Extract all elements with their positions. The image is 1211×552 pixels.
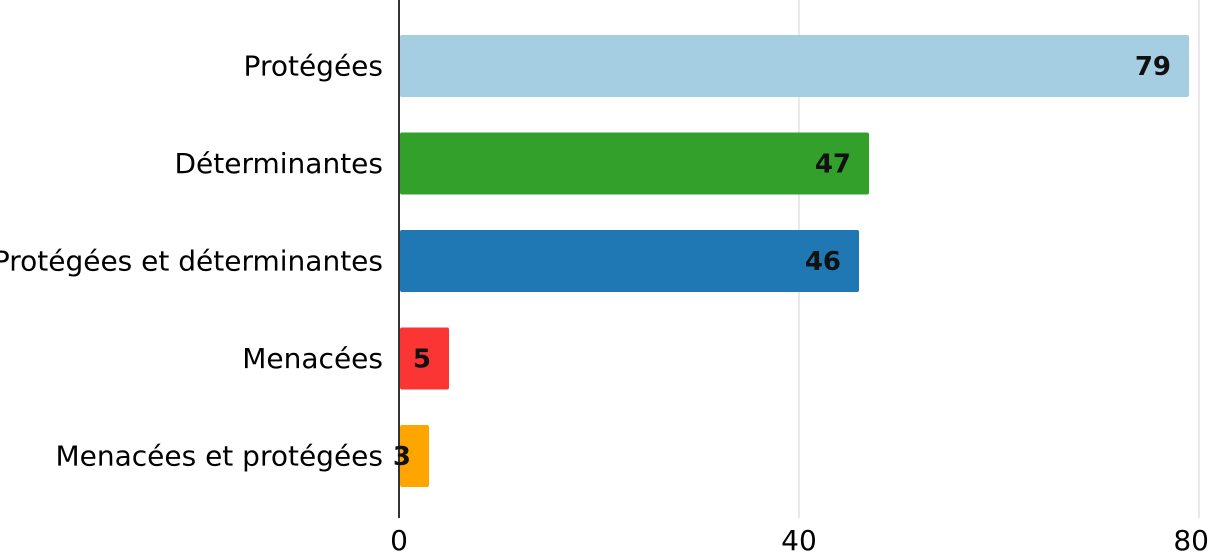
category-label: Menacées et protégées <box>55 440 383 473</box>
bar-3 <box>400 230 859 292</box>
bar-1 <box>400 35 1189 97</box>
x-tick-label: 80 <box>1173 524 1209 552</box>
category-label: Menacées <box>242 342 383 375</box>
bar-2 <box>400 132 869 195</box>
category-labels: Protégées Déterminantes Protégées et déter… <box>0 50 383 473</box>
value-label: 3 <box>393 442 411 472</box>
value-label: 46 <box>805 247 841 277</box>
category-label: Déterminantes <box>174 147 383 180</box>
category-label: Protégées <box>244 50 383 83</box>
x-tick-labels: 0 40 80 <box>390 524 1209 552</box>
bar-4 <box>400 327 449 390</box>
bars <box>400 35 1189 487</box>
value-label: 5 <box>413 345 431 375</box>
category-label: Protégées et déterminantes <box>0 245 383 278</box>
value-labels: 79 47 46 5 3 <box>393 52 1171 472</box>
x-tick-label: 40 <box>781 524 817 552</box>
value-label: 47 <box>815 150 851 180</box>
x-tick-label: 0 <box>390 524 408 552</box>
value-label: 79 <box>1135 52 1171 82</box>
bar-5 <box>400 425 429 487</box>
